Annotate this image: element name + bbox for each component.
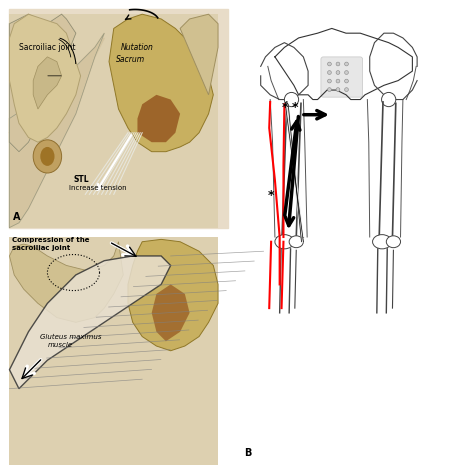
Text: *: * bbox=[282, 101, 289, 114]
Polygon shape bbox=[9, 33, 104, 228]
Polygon shape bbox=[33, 57, 62, 109]
Text: sacroiliac joint: sacroiliac joint bbox=[12, 245, 70, 251]
Ellipse shape bbox=[289, 236, 303, 248]
Ellipse shape bbox=[33, 140, 62, 173]
Polygon shape bbox=[137, 95, 180, 142]
Ellipse shape bbox=[345, 71, 348, 74]
Ellipse shape bbox=[386, 236, 401, 248]
Text: Sacrum: Sacrum bbox=[116, 55, 145, 64]
Ellipse shape bbox=[382, 92, 396, 107]
Polygon shape bbox=[9, 256, 171, 389]
Ellipse shape bbox=[328, 71, 331, 74]
Ellipse shape bbox=[275, 235, 294, 249]
Ellipse shape bbox=[336, 71, 340, 74]
FancyBboxPatch shape bbox=[9, 237, 218, 465]
Text: *: * bbox=[268, 189, 274, 202]
FancyBboxPatch shape bbox=[237, 9, 469, 465]
Text: Increase tension: Increase tension bbox=[69, 184, 127, 191]
Ellipse shape bbox=[345, 62, 348, 66]
Polygon shape bbox=[9, 242, 123, 322]
Ellipse shape bbox=[328, 88, 331, 91]
Text: Nutation: Nutation bbox=[121, 43, 154, 52]
Polygon shape bbox=[128, 239, 218, 351]
Ellipse shape bbox=[284, 92, 299, 107]
Text: A: A bbox=[13, 212, 20, 222]
FancyBboxPatch shape bbox=[9, 9, 228, 228]
Ellipse shape bbox=[40, 147, 55, 166]
Text: B: B bbox=[244, 448, 252, 458]
Polygon shape bbox=[152, 284, 190, 341]
Ellipse shape bbox=[328, 62, 331, 66]
Text: *: * bbox=[292, 101, 298, 114]
FancyBboxPatch shape bbox=[9, 14, 218, 228]
Ellipse shape bbox=[336, 88, 340, 91]
Ellipse shape bbox=[328, 79, 331, 83]
Polygon shape bbox=[180, 14, 218, 95]
Ellipse shape bbox=[345, 88, 348, 91]
Polygon shape bbox=[109, 14, 213, 152]
Text: Gluteus maximus: Gluteus maximus bbox=[40, 334, 102, 340]
Ellipse shape bbox=[345, 79, 348, 83]
Ellipse shape bbox=[336, 79, 340, 83]
Polygon shape bbox=[9, 14, 81, 142]
Ellipse shape bbox=[373, 235, 392, 249]
Text: Sacroiliac joint: Sacroiliac joint bbox=[19, 43, 75, 52]
Text: Compression of the: Compression of the bbox=[12, 237, 90, 243]
Polygon shape bbox=[9, 14, 76, 152]
Text: STL: STL bbox=[73, 174, 89, 183]
Ellipse shape bbox=[336, 62, 340, 66]
Polygon shape bbox=[285, 104, 303, 242]
Text: muscle: muscle bbox=[47, 342, 73, 348]
FancyBboxPatch shape bbox=[321, 57, 363, 97]
Polygon shape bbox=[9, 38, 104, 142]
